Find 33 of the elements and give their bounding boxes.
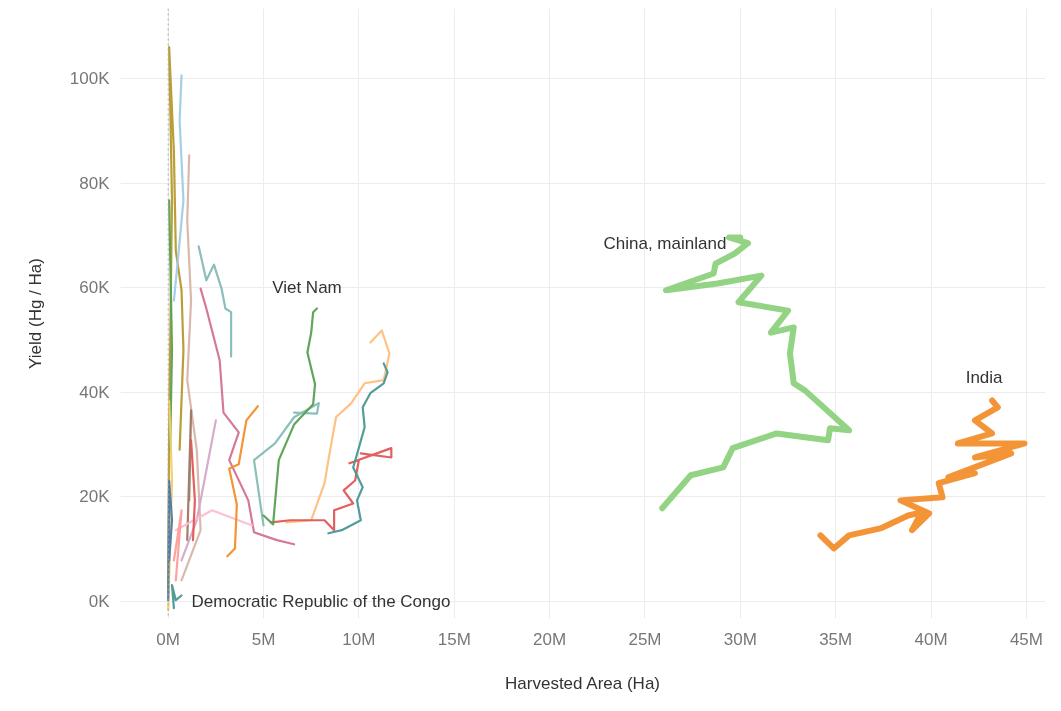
x-tick-label: 15M	[437, 629, 471, 649]
line-series	[180, 419, 217, 562]
line-series	[252, 402, 320, 527]
series-label: China, mainland	[603, 233, 727, 253]
x-tick-label: 25M	[628, 629, 662, 649]
y-tick-label: 60K	[79, 278, 111, 298]
series-label: Democratic Republic of the Congo	[191, 592, 451, 611]
x-tick-label: 40M	[914, 629, 948, 649]
line-series	[197, 245, 233, 358]
line-series	[172, 74, 185, 302]
x-tick-label: 10M	[342, 629, 376, 649]
line-series	[262, 307, 319, 526]
line-series	[170, 583, 183, 610]
y-axis-title: Yield (Hg / Ha)	[25, 258, 45, 369]
line-series	[180, 154, 202, 582]
line-series	[226, 405, 259, 558]
series-label: Viet Nam	[272, 277, 342, 297]
y-tick-label: 40K	[79, 382, 111, 402]
y-tick-label: 80K	[79, 173, 111, 193]
x-tick-label: 45M	[1009, 629, 1043, 649]
x-tick-label: 0M	[156, 629, 180, 649]
y-tick-label: 0K	[88, 591, 111, 611]
x-tick-label: 5M	[251, 629, 276, 649]
line-series	[167, 479, 174, 602]
series-label: India	[965, 367, 1004, 387]
line-series	[285, 329, 391, 524]
y-tick-label: 100K	[69, 69, 111, 89]
x-tick-label: 30M	[723, 629, 757, 649]
x-tick-label: 20M	[533, 629, 567, 649]
x-axis-title: Harvested Area (Ha)	[505, 673, 661, 693]
y-tick-label: 20K	[79, 487, 111, 507]
x-tick-label: 35M	[819, 629, 853, 649]
line-series	[327, 362, 389, 535]
